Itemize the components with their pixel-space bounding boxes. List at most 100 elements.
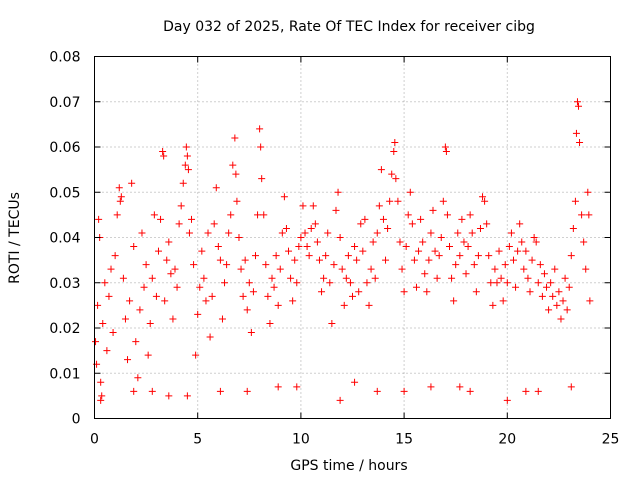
data-point bbox=[303, 243, 311, 251]
x-tick-label: 25 bbox=[602, 432, 620, 448]
data-point bbox=[297, 234, 305, 241]
data-point bbox=[384, 224, 392, 232]
data-point bbox=[136, 306, 144, 314]
data-point bbox=[305, 252, 313, 260]
data-point bbox=[243, 387, 251, 395]
data-point bbox=[225, 229, 233, 237]
data-point bbox=[585, 211, 593, 219]
data-point bbox=[375, 202, 383, 210]
data-point bbox=[346, 279, 354, 287]
data-point bbox=[342, 274, 350, 282]
data-point bbox=[572, 129, 580, 137]
data-point bbox=[423, 288, 431, 296]
data-point bbox=[567, 252, 575, 260]
x-axis-label: GPS time / hours bbox=[290, 458, 407, 474]
data-point bbox=[489, 301, 497, 309]
data-point bbox=[575, 102, 583, 110]
data-point bbox=[394, 197, 402, 205]
data-point bbox=[476, 224, 484, 232]
data-point bbox=[212, 184, 220, 192]
y-tick-label: 0.03 bbox=[49, 276, 80, 292]
data-point bbox=[443, 211, 451, 219]
data-point bbox=[355, 288, 363, 296]
data-point bbox=[185, 229, 193, 237]
data-point bbox=[132, 338, 140, 346]
data-point bbox=[361, 215, 369, 223]
data-point bbox=[545, 306, 553, 314]
y-tick-label: 0.05 bbox=[49, 185, 80, 201]
data-point bbox=[543, 283, 551, 291]
data-point bbox=[452, 261, 460, 269]
data-point bbox=[578, 211, 586, 219]
data-point bbox=[126, 297, 134, 305]
data-point bbox=[251, 252, 259, 260]
data-point bbox=[503, 396, 511, 404]
data-point bbox=[223, 261, 231, 269]
data-point bbox=[328, 319, 336, 327]
data-point bbox=[576, 138, 584, 146]
data-point bbox=[311, 220, 319, 228]
data-point bbox=[332, 206, 340, 214]
data-point bbox=[371, 274, 379, 282]
y-tick-label: 0.01 bbox=[49, 366, 80, 382]
data-point bbox=[499, 297, 507, 305]
data-point bbox=[398, 265, 406, 273]
data-point bbox=[522, 387, 530, 395]
data-point bbox=[571, 197, 579, 205]
data-point bbox=[315, 256, 323, 264]
data-point bbox=[336, 396, 344, 404]
data-point bbox=[584, 188, 592, 196]
data-point bbox=[417, 215, 425, 223]
data-point bbox=[582, 265, 590, 273]
data-point bbox=[402, 243, 410, 251]
data-point bbox=[516, 220, 524, 228]
data-point bbox=[559, 297, 567, 305]
x-tick-label: 10 bbox=[292, 432, 310, 448]
data-point bbox=[171, 265, 179, 273]
data-point bbox=[159, 148, 167, 156]
data-point bbox=[148, 274, 156, 282]
data-point bbox=[392, 175, 400, 183]
data-point bbox=[567, 383, 575, 391]
data-point bbox=[116, 197, 124, 205]
data-point bbox=[458, 215, 466, 223]
data-point bbox=[435, 252, 443, 260]
data-point bbox=[229, 161, 237, 169]
data-point bbox=[160, 152, 168, 160]
data-point bbox=[111, 252, 119, 260]
data-point bbox=[501, 261, 509, 269]
data-point bbox=[208, 292, 216, 300]
data-point bbox=[429, 206, 437, 214]
data-point bbox=[514, 247, 522, 255]
x-tick-label: 20 bbox=[498, 432, 516, 448]
data-point bbox=[173, 283, 181, 291]
data-point bbox=[493, 279, 501, 287]
data-point bbox=[202, 297, 210, 305]
data-point bbox=[264, 292, 272, 300]
data-point bbox=[295, 243, 303, 251]
data-point bbox=[262, 261, 270, 269]
data-point bbox=[97, 378, 105, 386]
data-point bbox=[456, 383, 464, 391]
data-point bbox=[247, 329, 255, 337]
data-point bbox=[479, 193, 487, 201]
data-point bbox=[152, 292, 160, 300]
data-point bbox=[551, 265, 559, 273]
data-point bbox=[181, 161, 189, 169]
data-point bbox=[214, 243, 222, 251]
data-point bbox=[433, 274, 441, 282]
data-point bbox=[241, 256, 249, 264]
data-point bbox=[210, 220, 218, 228]
data-point bbox=[134, 374, 142, 382]
data-point bbox=[446, 243, 454, 251]
data-point bbox=[274, 383, 282, 391]
y-tick-label: 0.08 bbox=[49, 50, 80, 66]
data-point bbox=[216, 387, 224, 395]
data-point bbox=[95, 215, 103, 223]
data-point bbox=[534, 279, 542, 287]
y-tick-label: 0.02 bbox=[49, 321, 80, 337]
data-point bbox=[509, 256, 517, 264]
x-tick-label: 0 bbox=[90, 432, 99, 448]
data-point bbox=[128, 179, 136, 187]
